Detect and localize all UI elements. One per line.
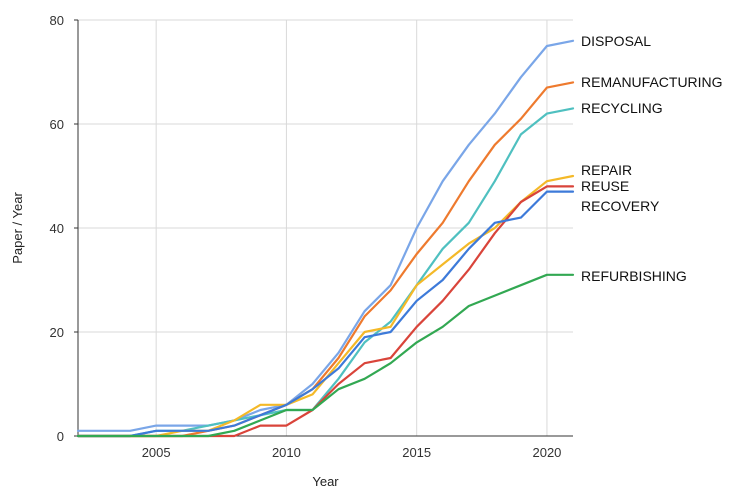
series-label-reuse: REUSE <box>581 178 629 194</box>
series-line-recovery <box>76 190 575 438</box>
series-labels: DISPOSALREMANUFACTURINGRECYCLINGREPAIRRE… <box>581 33 723 284</box>
x-tick-label-2015: 2015 <box>402 445 431 460</box>
series-label-recovery: RECOVERY <box>581 198 660 214</box>
series-label-remanufacturing: REMANUFACTURING <box>581 74 723 90</box>
tick-labels: 0 20 40 60 80 2005 2010 2015 2020 <box>50 13 562 460</box>
series-label-disposal: DISPOSAL <box>581 33 651 49</box>
x-axis-title: Year <box>312 474 339 489</box>
y-tick-label-0: 0 <box>57 429 64 444</box>
series-label-refurbishing: REFURBISHING <box>581 268 687 284</box>
y-tick-label-20: 20 <box>50 325 64 340</box>
series-label-repair: REPAIR <box>581 162 632 178</box>
x-tick-label-2020: 2020 <box>532 445 561 460</box>
series-lines <box>76 39 575 438</box>
x-tick-label-2010: 2010 <box>272 445 301 460</box>
x-tick-label-2005: 2005 <box>142 445 171 460</box>
gridlines <box>78 19 573 436</box>
series-line-remanufacturing <box>76 81 575 438</box>
y-tick-label-40: 40 <box>50 221 64 236</box>
series-line-recycling <box>76 107 575 438</box>
series-line-disposal <box>76 39 575 432</box>
y-tick-label-60: 60 <box>50 117 64 132</box>
series-line-refurbishing <box>76 273 575 438</box>
y-tick-label-80: 80 <box>50 13 64 28</box>
y-axis-title: Paper / Year <box>10 192 25 264</box>
series-label-recycling: RECYCLING <box>581 100 663 116</box>
